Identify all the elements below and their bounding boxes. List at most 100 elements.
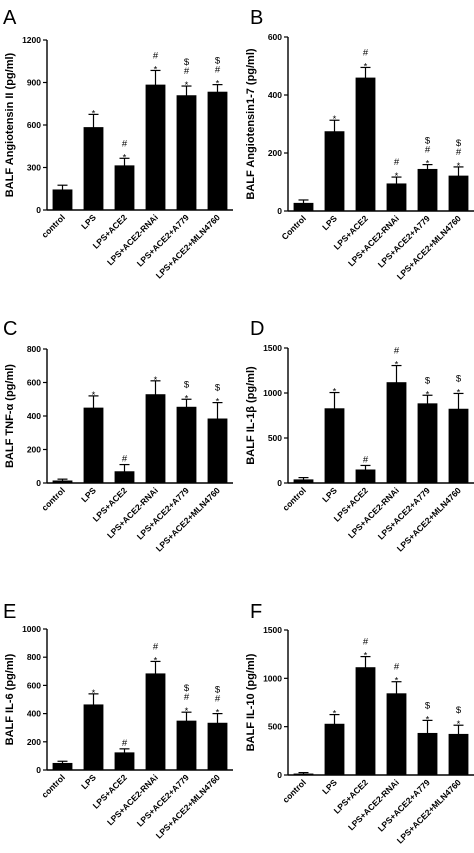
y-tick-label: 600: [27, 120, 41, 130]
bar: [448, 408, 469, 483]
significance-mark: *: [185, 393, 189, 404]
significance-mark: #: [184, 66, 190, 77]
bar: [145, 673, 166, 770]
x-category-label: LPS: [79, 772, 98, 791]
significance-mark: $: [456, 373, 462, 384]
bar: [207, 722, 228, 770]
significance-mark: *: [185, 706, 189, 717]
x-category-label: control: [39, 212, 66, 239]
significance-mark: #: [456, 147, 462, 158]
y-tick-label: 1200: [22, 35, 41, 45]
x-category-label: LPS: [79, 212, 98, 231]
significance-mark: #: [122, 454, 128, 465]
y-tick-label: 500: [268, 433, 282, 443]
panel-label: C: [3, 318, 17, 340]
bar: [83, 127, 104, 210]
significance-mark: *: [426, 159, 430, 170]
y-tick-label: 200: [27, 445, 41, 455]
y-tick-label: 200: [27, 737, 41, 747]
y-tick-label: 900: [27, 78, 41, 88]
significance-mark: *: [216, 397, 220, 408]
panel-label: D: [250, 318, 264, 340]
bar: [293, 202, 314, 211]
significance-mark: #: [363, 47, 369, 58]
bar: [417, 403, 438, 483]
bar: [386, 693, 407, 775]
panel-label: F: [250, 601, 262, 623]
significance-mark: *: [426, 389, 430, 400]
bar: [52, 762, 73, 770]
y-tick-label: 1000: [263, 673, 282, 683]
bar: [114, 752, 135, 770]
panel-label: E: [3, 601, 16, 623]
significance-mark: $: [425, 375, 431, 386]
y-tick-label: 1500: [263, 343, 282, 353]
bar: [207, 418, 228, 483]
y-tick-label: 0: [277, 770, 282, 780]
x-category-label: LPS: [79, 485, 98, 504]
x-category-label: control: [39, 485, 66, 512]
significance-mark: *: [92, 688, 96, 699]
significance-mark: $: [184, 683, 190, 694]
bar: [83, 407, 104, 483]
significance-mark: $: [456, 705, 462, 716]
significance-mark: *: [333, 114, 337, 125]
significance-mark: #: [394, 346, 400, 357]
bar: [114, 165, 135, 210]
significance-mark: $: [215, 56, 221, 67]
significance-mark: $: [456, 138, 462, 149]
y-tick-label: 300: [27, 163, 41, 173]
y-tick-label: 1500: [263, 625, 282, 635]
significance-mark: #: [215, 694, 221, 705]
significance-mark: *: [154, 64, 158, 75]
significance-mark: *: [216, 79, 220, 90]
significance-mark: *: [395, 171, 399, 182]
y-tick-label: 0: [36, 478, 41, 488]
significance-mark: *: [154, 655, 158, 666]
significance-mark: #: [153, 50, 159, 61]
bar: [176, 95, 197, 210]
y-tick-label: 0: [36, 205, 41, 215]
bar: [324, 408, 345, 483]
significance-mark: $: [425, 136, 431, 147]
y-tick-label: 500: [268, 722, 282, 732]
significance-mark: #: [363, 637, 369, 648]
bar: [417, 732, 438, 775]
y-axis-title: BALF IL-1β (pg/ml): [245, 366, 257, 465]
x-category-label: control: [280, 485, 307, 512]
significance-mark: *: [123, 152, 127, 163]
significance-mark: *: [457, 719, 461, 730]
significance-mark: #: [363, 454, 369, 465]
y-tick-label: 400: [27, 709, 41, 719]
bar: [417, 168, 438, 211]
y-axis-title: BALF IL-6 (pg/ml): [4, 653, 16, 745]
significance-mark: *: [364, 61, 368, 72]
significance-mark: #: [184, 692, 190, 703]
significance-mark: *: [92, 390, 96, 401]
significance-mark: *: [216, 708, 220, 719]
y-axis-title: BALF Angiotensin1-7 (pg/ml): [245, 48, 257, 199]
bar: [145, 84, 166, 210]
bar: [176, 720, 197, 770]
significance-mark: *: [457, 387, 461, 398]
y-tick-label: 600: [27, 680, 41, 690]
bar: [83, 704, 104, 770]
significance-mark: $: [425, 700, 431, 711]
bar: [386, 382, 407, 483]
significance-mark: *: [364, 651, 368, 662]
significance-mark: *: [395, 360, 399, 371]
x-category-label: control: [280, 777, 307, 804]
significance-mark: #: [425, 145, 431, 156]
significance-mark: #: [122, 738, 128, 749]
significance-mark: #: [122, 138, 128, 149]
y-tick-label: 800: [27, 344, 41, 354]
significance-mark: #: [215, 65, 221, 76]
panel-label: B: [250, 7, 263, 29]
x-category-label: Control: [279, 213, 307, 241]
significance-mark: $: [215, 383, 221, 394]
y-tick-label: 1000: [22, 624, 41, 634]
y-tick-label: 0: [36, 765, 41, 775]
y-tick-label: 600: [27, 378, 41, 388]
significance-mark: #: [394, 157, 400, 168]
